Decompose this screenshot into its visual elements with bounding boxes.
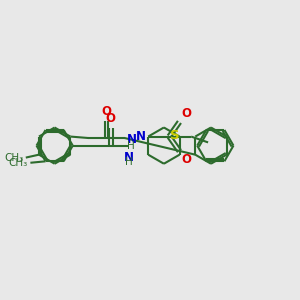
Text: CH₃: CH₃ (4, 153, 23, 163)
Text: O: O (106, 112, 116, 124)
Text: CH₃: CH₃ (9, 158, 28, 168)
Text: O: O (102, 105, 112, 118)
Text: O: O (182, 153, 192, 166)
Text: N: N (127, 133, 137, 146)
Text: O: O (182, 107, 192, 121)
Text: N: N (136, 130, 146, 143)
Text: N: N (124, 151, 134, 164)
Text: H: H (125, 157, 133, 167)
Text: S: S (170, 129, 180, 142)
Text: H: H (127, 141, 134, 151)
